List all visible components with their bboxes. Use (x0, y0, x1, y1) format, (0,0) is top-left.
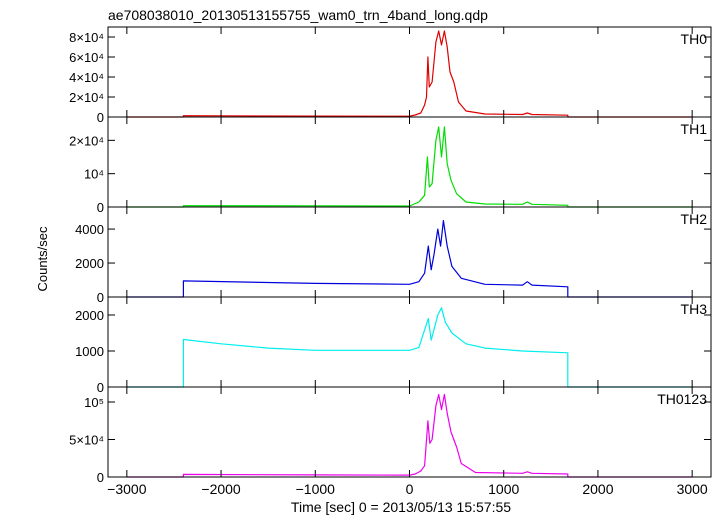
y-tick-label: 2×10⁴ (69, 90, 104, 105)
panel-frame (107, 116, 712, 208)
y-tick-label: 4×10⁴ (69, 70, 104, 85)
x-tick-label: 1000 (488, 481, 519, 497)
panel-label-th1: TH1 (681, 121, 708, 137)
x-axis-label: Time [sec] 0 = 2013/05/13 15:57:55 (291, 499, 511, 515)
y-tick-label: 2000 (75, 256, 104, 271)
panel-label-th0123: TH0123 (657, 391, 707, 407)
x-tick-label: −2000 (201, 481, 241, 497)
series-line-th0123 (126, 393, 693, 478)
x-tick-label: 2000 (582, 481, 613, 497)
series-line-th3 (126, 307, 693, 388)
panel-th1: 0 10⁴ 2×10⁴ TH1 (69, 116, 712, 215)
series-line-th2 (126, 220, 693, 298)
x-tick-label: −3000 (107, 481, 147, 497)
y-axis-label: Counts/sec (35, 226, 50, 292)
panel-frame (107, 26, 712, 118)
y-tick-label: 4000 (75, 222, 104, 237)
panels: 0 2×10⁴ 4×10⁴ 6×10⁴ 8×10⁴ TH0 0 10⁴ 2×10⁴ TH1 0 200… (69, 26, 712, 497)
y-tick-label: 2000 (75, 308, 104, 323)
y-tick-label: 8×10⁴ (69, 30, 104, 45)
series-line-th0 (126, 30, 693, 118)
y-tick-label: 0 (97, 380, 104, 395)
x-tick-label: 3000 (677, 481, 708, 497)
y-tick-label: 10⁴ (84, 167, 104, 182)
y-tick-label: 10⁵ (84, 395, 104, 410)
panel-label-th0: TH0 (681, 31, 708, 47)
y-tick-label: 6×10⁴ (69, 50, 104, 65)
series-line-th1 (126, 126, 693, 208)
panel-frame (107, 206, 712, 298)
y-tick-label: 5×10⁴ (69, 433, 104, 448)
panel-frame (107, 296, 712, 388)
y-tick-label: 1000 (75, 344, 104, 359)
x-tick-label: −1000 (296, 481, 336, 497)
y-tick-label: 0 (97, 110, 104, 125)
panel-th2: 0 2000 4000 TH2 (75, 206, 712, 305)
chart-title: ae708038010_20130513155755_wam0_trn_4ban… (108, 7, 488, 23)
panel-label-th3: TH3 (681, 301, 708, 317)
panel-frame (107, 386, 712, 478)
y-tick-label: 0 (97, 200, 104, 215)
panel-th0: 0 2×10⁴ 4×10⁴ 6×10⁴ 8×10⁴ TH0 (69, 26, 712, 125)
panel-th3: 0 1000 2000 TH3 (75, 296, 712, 395)
y-tick-label: 0 (97, 290, 104, 305)
panel-th0123: 0 5×10⁴ 10⁵ TH0123 (69, 386, 712, 485)
y-tick-label: 2×10⁴ (69, 133, 104, 148)
panel-label-th2: TH2 (681, 211, 708, 227)
x-tick-label: 0 (406, 481, 414, 497)
y-tick-label: 0 (97, 470, 104, 485)
